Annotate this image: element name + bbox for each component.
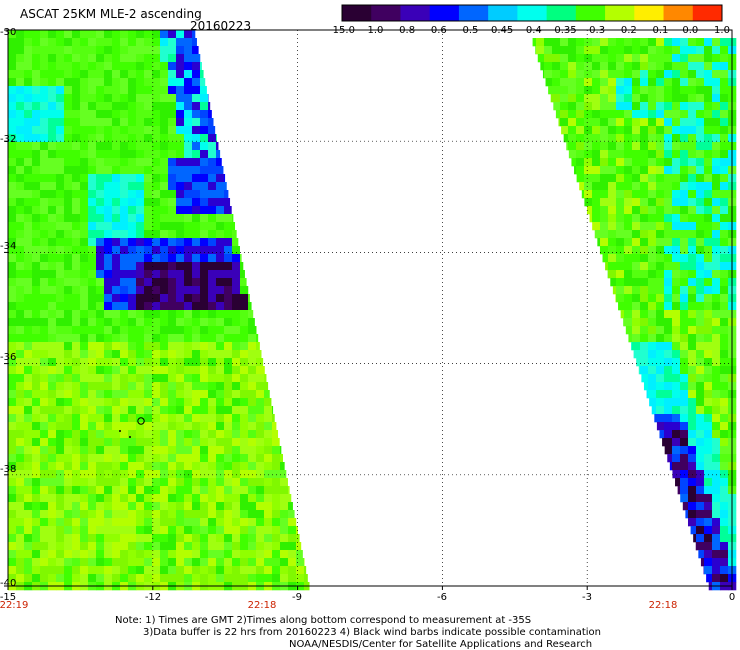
note-line-3: NOAA/NESDIS/Center for Satellite Applica… bbox=[289, 639, 593, 650]
colorbar-swatch bbox=[429, 5, 460, 21]
lat-label: -34 bbox=[0, 241, 17, 252]
time-label: 22:19 bbox=[0, 600, 29, 611]
colorbar-swatch bbox=[663, 5, 694, 21]
colorbar-label: -0.5 bbox=[458, 25, 479, 36]
colorbar-label: -15.0 bbox=[329, 25, 355, 36]
colorbar-swatch bbox=[458, 5, 489, 21]
colorbar-label: -0.6 bbox=[427, 25, 447, 36]
note-line-1: Note: 1) Times are GMT 2)Times along bot… bbox=[115, 615, 532, 626]
colorbar-swatch bbox=[371, 5, 401, 21]
colorbar-swatch bbox=[692, 5, 723, 21]
lon-label: 0 bbox=[728, 592, 736, 603]
lon-label: -15 bbox=[0, 592, 17, 603]
lat-label: -32 bbox=[0, 134, 17, 145]
colorbar-label: -1.0 bbox=[363, 25, 384, 36]
time-label: 22:18 bbox=[648, 600, 678, 611]
lat-label: -30 bbox=[0, 27, 17, 38]
colorbar-label: 0.0 bbox=[682, 25, 699, 36]
colorbar-swatch bbox=[605, 5, 635, 21]
colorbar-label: 1.0 bbox=[714, 25, 730, 36]
colorbar-label: -0.4 bbox=[522, 25, 542, 36]
lat-label: -38 bbox=[0, 464, 17, 475]
colorbar-swatch bbox=[342, 5, 372, 21]
colorbar-swatch bbox=[546, 5, 577, 21]
map-frame bbox=[4, 29, 733, 590]
graticule bbox=[8, 30, 732, 586]
lon-label: -9 bbox=[292, 592, 302, 603]
product-title: ASCAT 25KM MLE-2 ascending bbox=[20, 7, 202, 21]
colorbar bbox=[341, 4, 723, 22]
colorbar-label: -0.8 bbox=[395, 25, 416, 36]
time-label: 22:18 bbox=[247, 600, 277, 611]
colorbar-swatch bbox=[488, 5, 518, 21]
lon-label: -6 bbox=[437, 592, 447, 603]
wind-barb-marker bbox=[129, 436, 131, 438]
lon-label: -12 bbox=[144, 592, 162, 603]
lon-label: -3 bbox=[582, 592, 592, 603]
colorbar-swatch bbox=[517, 5, 548, 21]
colorbar-label: -0.3 bbox=[585, 25, 606, 36]
note-line-2: 3)Data buffer is 22 hrs from 20160223 4)… bbox=[143, 627, 601, 638]
swath-data bbox=[8, 30, 737, 591]
wind-barb-marker bbox=[137, 417, 145, 425]
colorbar-swatch bbox=[400, 5, 431, 21]
lat-label: -40 bbox=[0, 578, 17, 589]
colorbar-label: -0.2 bbox=[617, 25, 637, 36]
colorbar-label: -0.35 bbox=[550, 25, 577, 36]
colorbar-label: -0.1 bbox=[648, 25, 669, 36]
wind-barb-marker bbox=[119, 430, 121, 432]
lat-label: -36 bbox=[0, 352, 17, 363]
colorbar-label: -0.45 bbox=[487, 25, 514, 36]
colorbar-swatch bbox=[634, 5, 665, 21]
colorbar-swatch bbox=[575, 5, 606, 21]
